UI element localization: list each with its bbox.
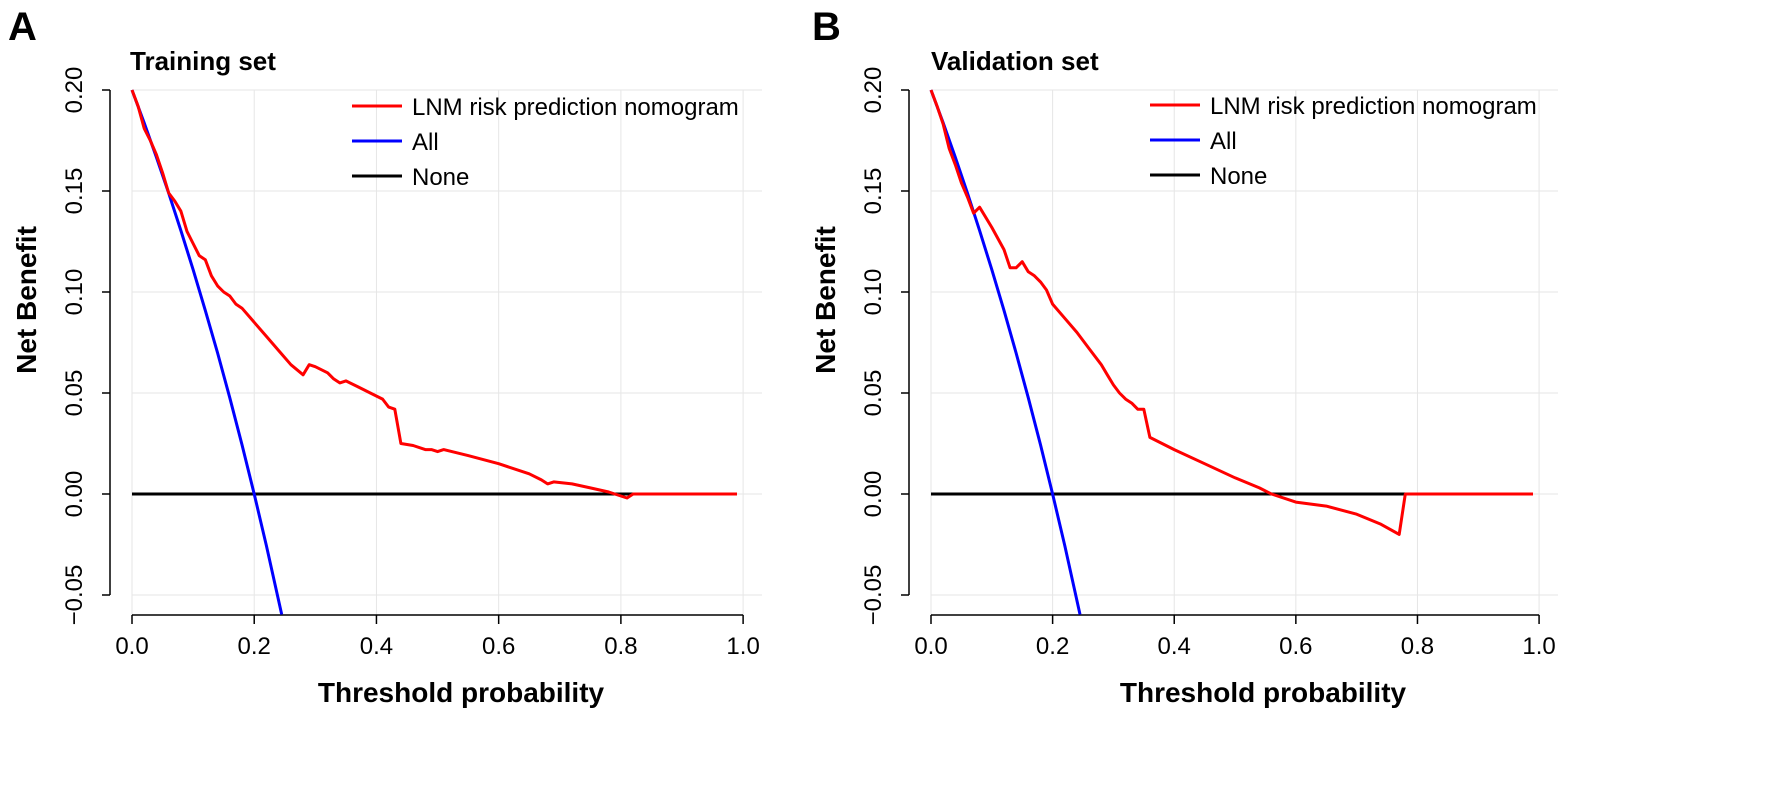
plot-title: Training set <box>130 46 276 76</box>
legend-label-none: None <box>1210 163 1267 190</box>
legend-label-nomogram: LNM risk prediction nomogram <box>1210 93 1537 120</box>
grid <box>930 89 1558 615</box>
x-tick-label: 0.8 <box>1401 633 1434 660</box>
x-tick-label: 0.0 <box>115 633 148 660</box>
x-tick-label: 0.2 <box>238 633 271 660</box>
legend-label-all: All <box>1210 128 1237 155</box>
panel-letter: A <box>8 5 37 49</box>
legend-label-all: All <box>412 129 439 156</box>
axes: 0.0 0.2 0.4 0.6 0.8 1.0 −0.05 0.00 0.05 0.10 0.15 0… <box>61 67 760 660</box>
y-tick-label: 0.20 <box>860 67 887 114</box>
legend-label-none: None <box>412 164 469 191</box>
x-tick-label: 1.0 <box>726 633 759 660</box>
x-tick-label: 0.2 <box>1036 633 1069 660</box>
legend: LNM risk prediction nomogram All None <box>352 94 739 191</box>
legend: LNM risk prediction nomogram All None <box>1150 93 1537 190</box>
series-group <box>130 89 737 615</box>
plot-title: Validation set <box>931 46 1099 76</box>
y-tick-label: 0.00 <box>61 471 88 518</box>
series-line-all <box>929 89 1082 615</box>
x-tick-label: 1.0 <box>1522 633 1555 660</box>
panel-a: A Training set 0.0 0.2 0.4 0.6 0.8 1.0 −0.05 0.00… <box>8 5 762 708</box>
series-group <box>929 89 1533 615</box>
series-line-nomogram <box>130 89 737 500</box>
y-tick-label: 0.20 <box>61 67 88 114</box>
x-axis-label: Threshold probability <box>318 677 605 708</box>
legend-label-nomogram: LNM risk prediction nomogram <box>412 94 739 121</box>
y-tick-label: 0.00 <box>860 471 887 518</box>
panel-letter: B <box>812 5 841 49</box>
y-tick-label: −0.05 <box>860 565 887 626</box>
y-tick-label: 0.10 <box>61 269 88 316</box>
x-tick-label: 0.8 <box>604 633 637 660</box>
y-tick-label: 0.05 <box>61 370 88 417</box>
x-tick-label: 0.4 <box>360 633 393 660</box>
axes: 0.0 0.2 0.4 0.6 0.8 1.0 −0.05 0.00 0.05 0.10 0.15 0… <box>860 67 1556 660</box>
y-tick-label: 0.15 <box>61 168 88 215</box>
y-tick-label: 0.05 <box>860 370 887 417</box>
series-line-nomogram <box>929 89 1533 536</box>
x-tick-label: 0.4 <box>1158 633 1191 660</box>
x-axis-label: Threshold probability <box>1120 677 1407 708</box>
x-tick-label: 0.6 <box>482 633 515 660</box>
y-tick-label: −0.05 <box>61 565 88 626</box>
x-tick-label: 0.0 <box>914 633 947 660</box>
y-axis-label: Net Benefit <box>810 226 841 374</box>
y-axis-label: Net Benefit <box>11 226 42 374</box>
y-tick-label: 0.10 <box>860 269 887 316</box>
y-tick-label: 0.15 <box>860 168 887 215</box>
x-tick-label: 0.6 <box>1279 633 1312 660</box>
